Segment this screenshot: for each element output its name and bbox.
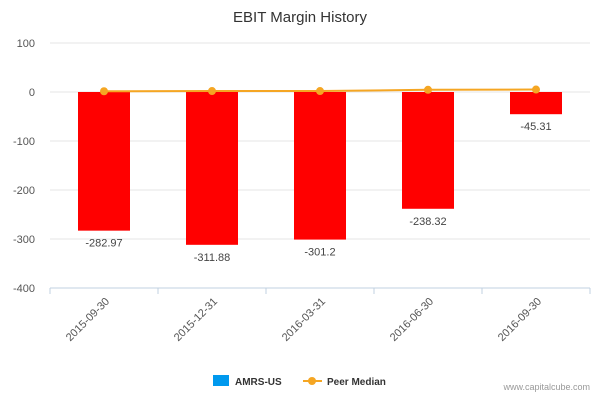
y-axis: 100 0 -100 -200 -300 -400	[13, 38, 35, 295]
legend: AMRS-US Peer Median	[213, 375, 386, 388]
y-tick-label: -200	[13, 185, 35, 197]
data-label: -282.97	[85, 238, 122, 250]
bar	[186, 92, 238, 245]
peer-median-point	[532, 85, 540, 94]
peer-median-point	[100, 87, 108, 96]
data-label: -238.32	[409, 216, 446, 228]
data-label: -311.88	[194, 252, 231, 264]
legend-swatch-peer-marker	[308, 377, 316, 385]
bar	[402, 92, 454, 209]
legend-label-peer: Peer Median	[327, 377, 386, 388]
legend-label-amrs: AMRS-US	[235, 377, 282, 388]
x-tick-label: 2016-09-30	[496, 296, 544, 344]
x-tick-label: 2016-03-31	[280, 296, 328, 344]
y-tick-label: -300	[13, 234, 35, 246]
credit-text: www.capitalcube.com	[503, 382, 590, 392]
y-tick-label: -400	[13, 283, 35, 295]
y-tick-label: -100	[13, 136, 35, 148]
legend-swatch-amrs	[213, 375, 229, 386]
bar	[78, 92, 130, 231]
peer-median-series	[100, 85, 540, 96]
data-labels: -282.97 -311.88 -301.2 -238.32 -45.31	[85, 121, 551, 264]
y-tick-label: 0	[29, 87, 35, 99]
x-tick-label: 2015-09-30	[64, 296, 112, 344]
bar	[510, 92, 562, 115]
y-tick-label: 100	[17, 38, 35, 50]
x-tick-label: 2016-06-30	[388, 296, 436, 344]
chart-title: EBIT Margin History	[233, 9, 367, 26]
peer-median-point	[316, 87, 324, 96]
peer-median-point	[424, 85, 432, 94]
x-axis: 2015-09-30 2015-12-31 2016-03-31 2016-06-30…	[49, 287, 591, 344]
data-label: -45.31	[520, 121, 551, 133]
x-tick-label: 2015-12-31	[172, 296, 220, 344]
peer-median-point	[208, 87, 216, 96]
bar	[294, 92, 346, 240]
bar-series	[78, 92, 562, 245]
data-label: -301.2	[304, 247, 335, 259]
